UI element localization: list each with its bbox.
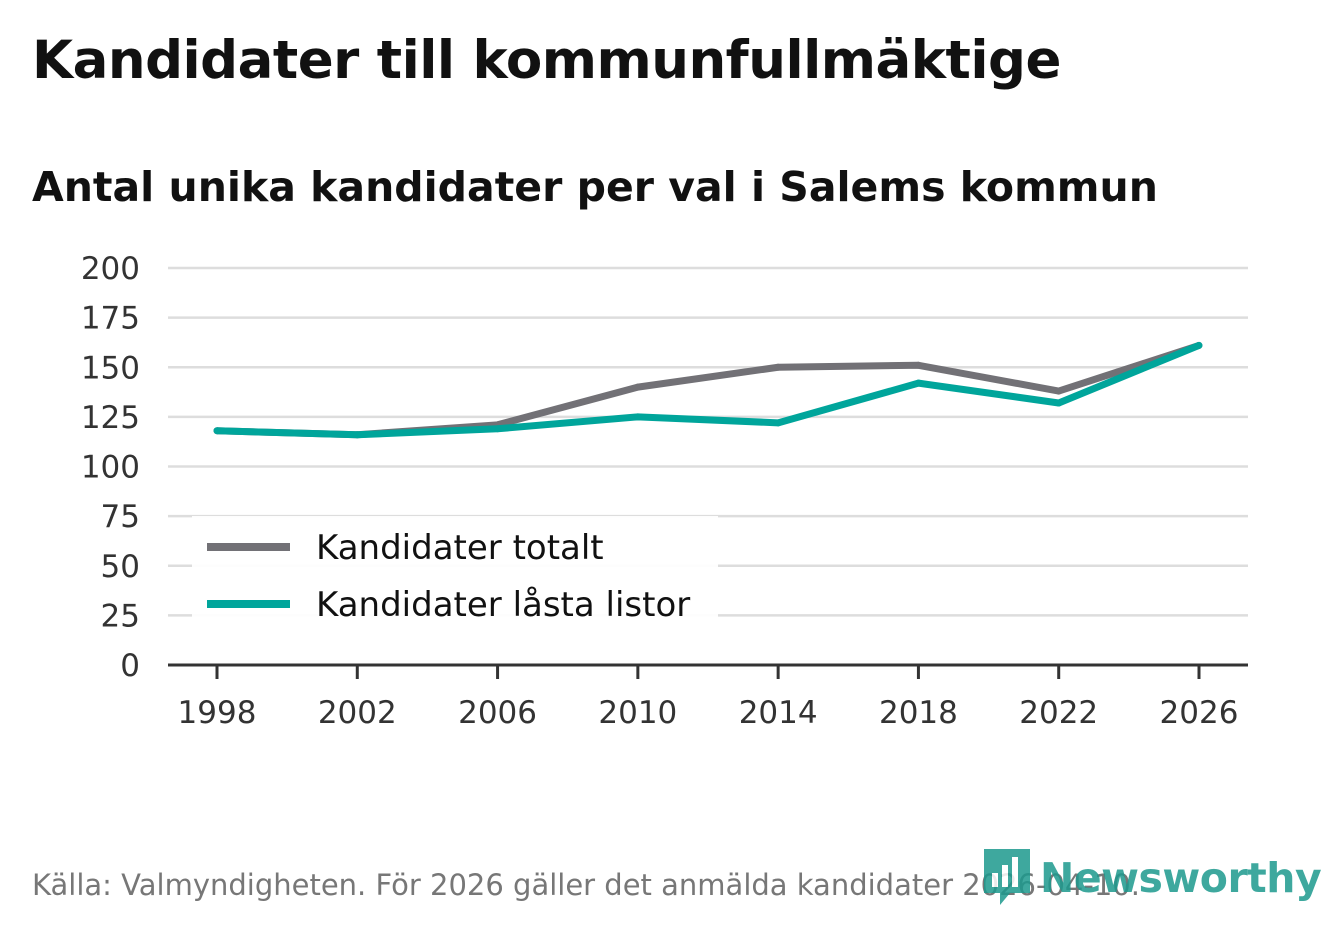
legend-label-1: Kandidater låsta listor bbox=[316, 585, 690, 625]
x-tick-label: 2006 bbox=[458, 695, 537, 731]
series-1-point-2018 bbox=[914, 379, 922, 387]
newsworthy-logo-icon bbox=[984, 849, 1030, 905]
x-tick-label: 1998 bbox=[178, 695, 257, 731]
series-1-point-2014 bbox=[774, 419, 782, 427]
y-tick-label: 25 bbox=[101, 598, 140, 634]
series-layer bbox=[213, 341, 1203, 439]
series-0-point-2022 bbox=[1055, 387, 1063, 395]
axis-layer: 0 25 50 75 100 125 150 175 200 1998 2002 2006 2010 20… bbox=[81, 251, 1248, 731]
y-tick-label: 125 bbox=[81, 400, 140, 436]
y-tick-label: 50 bbox=[101, 549, 140, 585]
y-tick-label: 75 bbox=[101, 499, 140, 535]
series-1-point-2022 bbox=[1055, 399, 1063, 407]
series-line-1 bbox=[216, 342, 1201, 439]
series-1-point-2026 bbox=[1195, 341, 1203, 349]
legend-label-0: Kandidater totalt bbox=[316, 528, 604, 568]
x-tick-label: 2002 bbox=[318, 695, 397, 731]
series-1-point-1998 bbox=[213, 427, 221, 435]
legend: Kandidater totalt Kandidater låsta listor bbox=[192, 516, 718, 626]
y-tick-label: 200 bbox=[81, 251, 140, 287]
y-tick-label: 150 bbox=[81, 350, 140, 386]
x-tick-label: 2022 bbox=[1019, 695, 1098, 731]
x-tick-label: 2014 bbox=[739, 695, 818, 731]
x-tick-label: 2010 bbox=[598, 695, 677, 731]
y-tick-label: 100 bbox=[81, 450, 140, 486]
y-tick-label: 0 bbox=[120, 648, 140, 684]
logo-text: Newsworthy bbox=[1040, 854, 1322, 902]
y-tick-label: 175 bbox=[81, 301, 140, 337]
series-1-point-2006 bbox=[494, 425, 502, 433]
chart-title: Kandidater till kommunfullmäktige bbox=[32, 30, 1061, 91]
series-1-point-2002 bbox=[353, 431, 361, 439]
series-0-point-2010 bbox=[634, 383, 642, 391]
x-tick-label: 2026 bbox=[1160, 695, 1239, 731]
source-note: Källa: Valmyndigheten. För 2026 gäller d… bbox=[32, 868, 1140, 902]
series-0-point-2014 bbox=[774, 363, 782, 371]
newsworthy-logo: Newsworthy bbox=[982, 847, 1322, 909]
x-tick-label: 2018 bbox=[879, 695, 958, 731]
series-1-point-2010 bbox=[634, 413, 642, 421]
chart-subtitle: Antal unika kandidater per val i Salems … bbox=[32, 163, 1158, 211]
series-0-point-2018 bbox=[914, 361, 922, 369]
